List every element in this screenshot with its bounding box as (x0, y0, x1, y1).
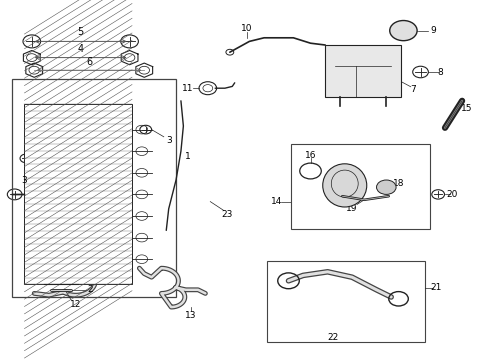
Text: 22: 22 (326, 333, 338, 342)
Circle shape (389, 21, 416, 41)
Bar (24, 104, 132, 284)
Text: 23: 23 (221, 210, 233, 219)
Text: 3: 3 (21, 176, 27, 185)
Text: 19: 19 (346, 204, 357, 212)
Text: 7: 7 (409, 85, 415, 94)
Text: 3: 3 (165, 136, 171, 145)
Text: 16: 16 (304, 151, 316, 160)
Circle shape (376, 180, 395, 194)
Text: 15: 15 (460, 104, 472, 113)
Text: 1: 1 (185, 152, 191, 161)
Text: 17: 17 (353, 185, 365, 194)
Text: 2: 2 (87, 285, 93, 294)
Text: 14: 14 (270, 197, 282, 206)
Text: 20: 20 (445, 190, 457, 199)
Bar (325, 45, 400, 97)
Bar (266, 261, 425, 342)
Text: 21: 21 (429, 284, 441, 292)
Text: 12: 12 (70, 300, 81, 309)
Text: 18: 18 (392, 179, 404, 188)
Text: 5: 5 (78, 27, 83, 37)
Bar (290, 144, 429, 229)
Text: 13: 13 (184, 310, 196, 320)
Text: 11: 11 (181, 84, 193, 93)
Ellipse shape (322, 164, 366, 207)
Text: 10: 10 (241, 24, 252, 33)
Bar (12, 79, 176, 297)
Text: 8: 8 (436, 68, 442, 77)
Text: 6: 6 (86, 57, 92, 67)
Text: 4: 4 (78, 44, 83, 54)
Text: 9: 9 (430, 26, 436, 35)
